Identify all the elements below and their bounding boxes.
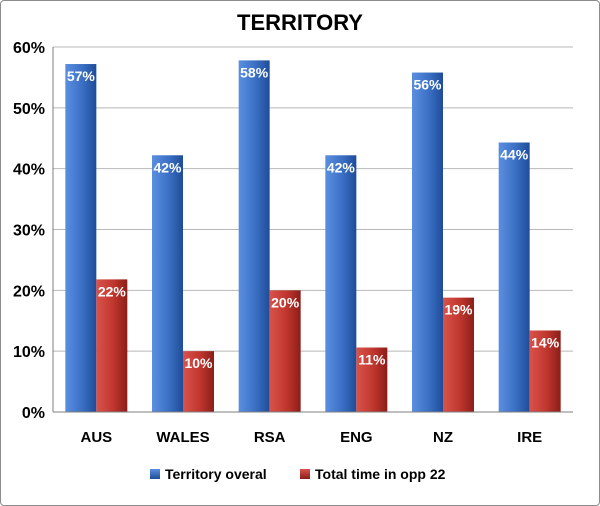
data-label: 42% [153,159,182,175]
legend: Territory overal Total time in opp 22 [150,466,446,482]
gridlines [53,46,573,352]
y-tick-label: 50% [13,101,45,118]
y-axis-ticks: 0% 10% 20% 30% 40% 50% 60% [13,40,45,422]
data-label: 56% [413,77,442,93]
x-tick-label: ENG [340,429,373,446]
bar-time-in-opp-22-ire [529,330,561,412]
x-tick-label: AUS [80,429,112,446]
bar-territory-overal-aus [65,64,97,413]
legend-label: Territory overal [165,466,267,482]
y-tick-label: 40% [13,162,45,179]
data-label: 14% [531,334,560,350]
legend-label: Total time in opp 22 [315,466,446,482]
x-tick-label: NZ [433,429,453,446]
bar-territory-overal-nz [412,72,443,413]
y-tick-label: 60% [13,40,45,57]
data-label: 57% [67,68,96,84]
y-tick-label: 30% [13,223,45,240]
bar-territory-overal-wales [152,155,183,413]
bar-territory-overal-rsa [238,60,270,413]
data-labels: 57% 22% 42% 10% 58% 20% 42% 11% 56% 19% 44% 14% [67,64,560,371]
data-label: 22% [98,283,127,299]
bar-time-in-opp-22-wales [183,351,214,412]
legend-swatch [300,469,310,479]
y-tick-label: 0% [22,405,45,422]
bars [65,60,561,413]
chart-title: TERRITORY [237,10,363,35]
data-label: 11% [358,352,386,368]
bar-territory-overal-ire [498,142,530,412]
y-tick-label: 20% [13,283,45,300]
bar-time-in-opp-22-nz [443,297,474,412]
data-label: 44% [500,147,529,163]
data-label: 19% [444,302,473,318]
data-label: 10% [184,355,213,371]
x-axis-ticks: AUS WALES RSA ENG NZ IRE [80,429,542,446]
bar-territory-overal-eng [325,155,357,413]
bar-time-in-opp-22-eng [356,347,388,412]
data-label: 58% [240,64,269,80]
axes [52,47,573,413]
data-label: 42% [327,159,356,175]
data-label: 20% [271,294,300,310]
legend-swatch [150,469,160,479]
x-tick-label: WALES [156,429,209,446]
y-tick-label: 10% [13,344,45,361]
x-tick-label: RSA [254,429,286,446]
x-tick-label: IRE [517,429,542,446]
bar-time-in-opp-22-aus [96,279,128,412]
bar-time-in-opp-22-rsa [269,290,301,412]
